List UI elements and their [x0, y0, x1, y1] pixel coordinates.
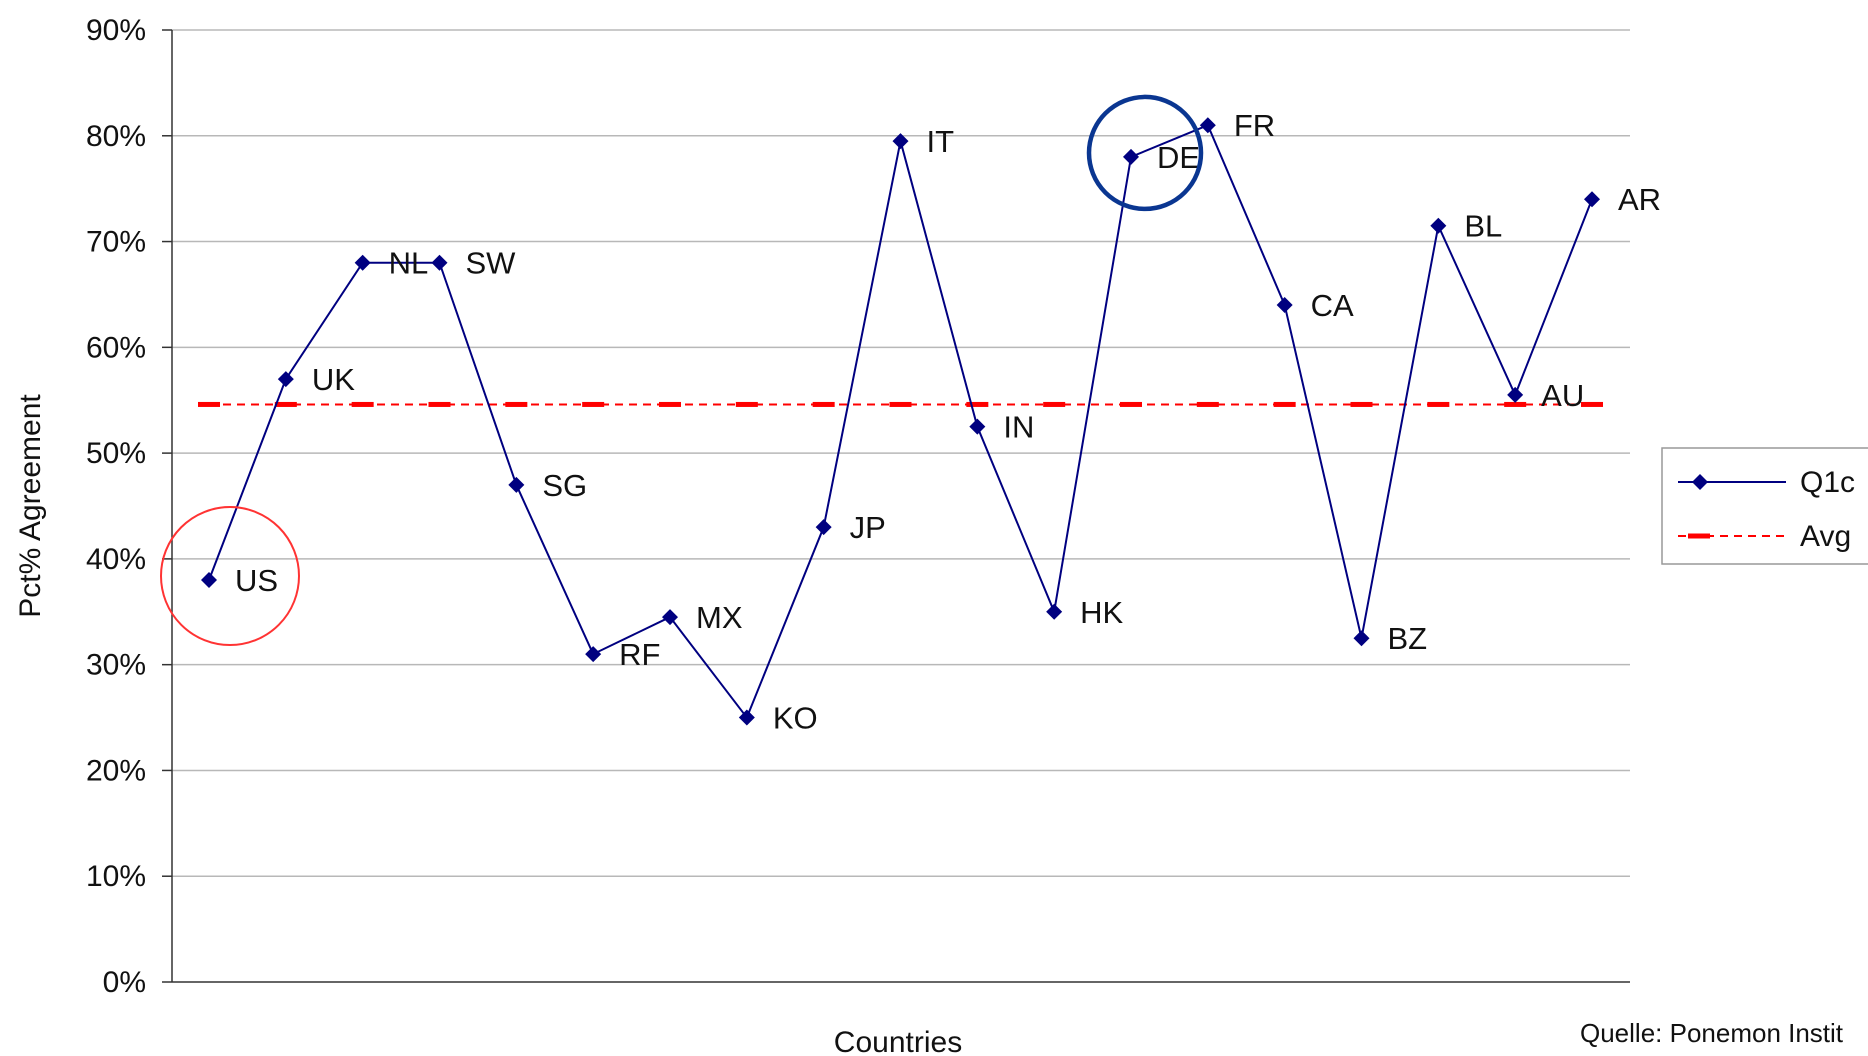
point-label: UK — [312, 362, 355, 397]
point-label: CA — [1311, 288, 1354, 323]
avg-marker — [1196, 401, 1219, 407]
q1c-data-point — [1123, 148, 1139, 165]
y-tick-label: 50% — [86, 437, 146, 470]
y-tick-label: 90% — [86, 14, 146, 47]
point-label: NL — [389, 246, 429, 281]
point-label: FR — [1234, 108, 1275, 143]
point-label: BL — [1464, 209, 1502, 244]
point-labels: US UK NL SW SG RF MX KO JP IT IN HK DE FR CA BZ BL AU AR — [235, 108, 1661, 735]
avg-marker — [889, 401, 912, 407]
legend-q1c-marker — [1692, 474, 1708, 490]
q1c-data-point — [201, 572, 217, 589]
y-tick-labels: 0% 10% 20% 30% 40% 50% 60% 70% 80% 90% — [86, 14, 146, 999]
q1c-data-point — [1584, 191, 1600, 208]
point-label: MX — [696, 600, 743, 635]
avg-marker — [1581, 401, 1603, 407]
q1c-data-point — [1046, 603, 1063, 620]
legend: Q1c Avg — [1661, 447, 1868, 565]
x-axis-title: Countries — [834, 1026, 962, 1056]
avg-marker — [274, 401, 297, 407]
axes — [171, 30, 1630, 983]
point-label: IT — [927, 124, 955, 159]
y-tick-label: 20% — [86, 754, 146, 787]
legend-box — [1661, 447, 1868, 565]
y-tick-label: 10% — [86, 860, 146, 893]
point-label: KO — [773, 701, 818, 736]
series — [198, 117, 1603, 726]
avg-marker — [1043, 401, 1066, 407]
q1c-data-point — [277, 371, 294, 388]
avg-marker — [351, 401, 374, 407]
point-label: HK — [1080, 595, 1123, 630]
point-label: SW — [466, 246, 517, 281]
avg-marker — [582, 401, 605, 407]
q1c-data-point — [662, 609, 678, 626]
avg-marker — [735, 401, 758, 407]
y-tick-label: 30% — [86, 649, 146, 682]
y-tick-label: 40% — [86, 543, 146, 576]
point-label: DE — [1157, 140, 1200, 175]
gridlines — [162, 29, 1630, 983]
q1c-series-line — [208, 123, 1593, 720]
q1c-data-point — [1430, 217, 1447, 234]
y-tick-label: 80% — [86, 120, 146, 153]
point-label: US — [235, 563, 278, 598]
source-note: Quelle: Ponemon Instit — [1580, 1018, 1844, 1048]
q1c-data-point — [892, 133, 909, 150]
q1c-data-point — [354, 254, 371, 271]
point-label: JP — [850, 510, 886, 545]
point-label: SG — [542, 468, 587, 503]
highlight-circle — [160, 506, 300, 647]
avg-marker — [1504, 401, 1527, 407]
avg-marker — [198, 401, 220, 407]
q1c-data-point — [1353, 630, 1370, 647]
highlight-circle — [1086, 94, 1204, 212]
point-label: AR — [1618, 182, 1661, 217]
q1c-data-point — [815, 519, 832, 536]
avg-marker — [1350, 401, 1373, 407]
avg-marker — [1120, 401, 1142, 407]
highlight-circles — [160, 94, 1204, 647]
avg-marker — [1427, 401, 1450, 407]
q1c-data-point — [969, 418, 986, 435]
avg-marker — [812, 401, 835, 407]
q1c-data-point — [585, 646, 602, 663]
avg-marker — [966, 401, 989, 407]
point-label: BZ — [1388, 621, 1428, 656]
q1c-data-point — [1276, 297, 1293, 314]
y-axis-title: Pct% Agreement — [14, 394, 47, 618]
q1c-data-point — [1507, 386, 1524, 403]
q1c-data-point — [508, 476, 525, 493]
avg-marker — [505, 401, 528, 407]
avg-marker — [428, 401, 451, 407]
q1c-data-point — [431, 254, 448, 271]
y-tick-label: 60% — [86, 331, 146, 364]
q1c-data-point — [738, 709, 755, 726]
point-label: AU — [1541, 378, 1584, 413]
point-label: RF — [619, 637, 660, 672]
legend-avg-marker — [1688, 533, 1710, 539]
y-tick-label: 0% — [103, 966, 146, 999]
legend-q1c-label: Q1c — [1800, 466, 1855, 499]
avg-marker — [659, 401, 681, 407]
point-label: IN — [1003, 410, 1034, 445]
y-tick-label: 70% — [86, 226, 146, 259]
q1c-data-point — [1199, 117, 1216, 134]
avg-marker — [1273, 401, 1296, 407]
legend-avg-label: Avg — [1800, 520, 1851, 553]
